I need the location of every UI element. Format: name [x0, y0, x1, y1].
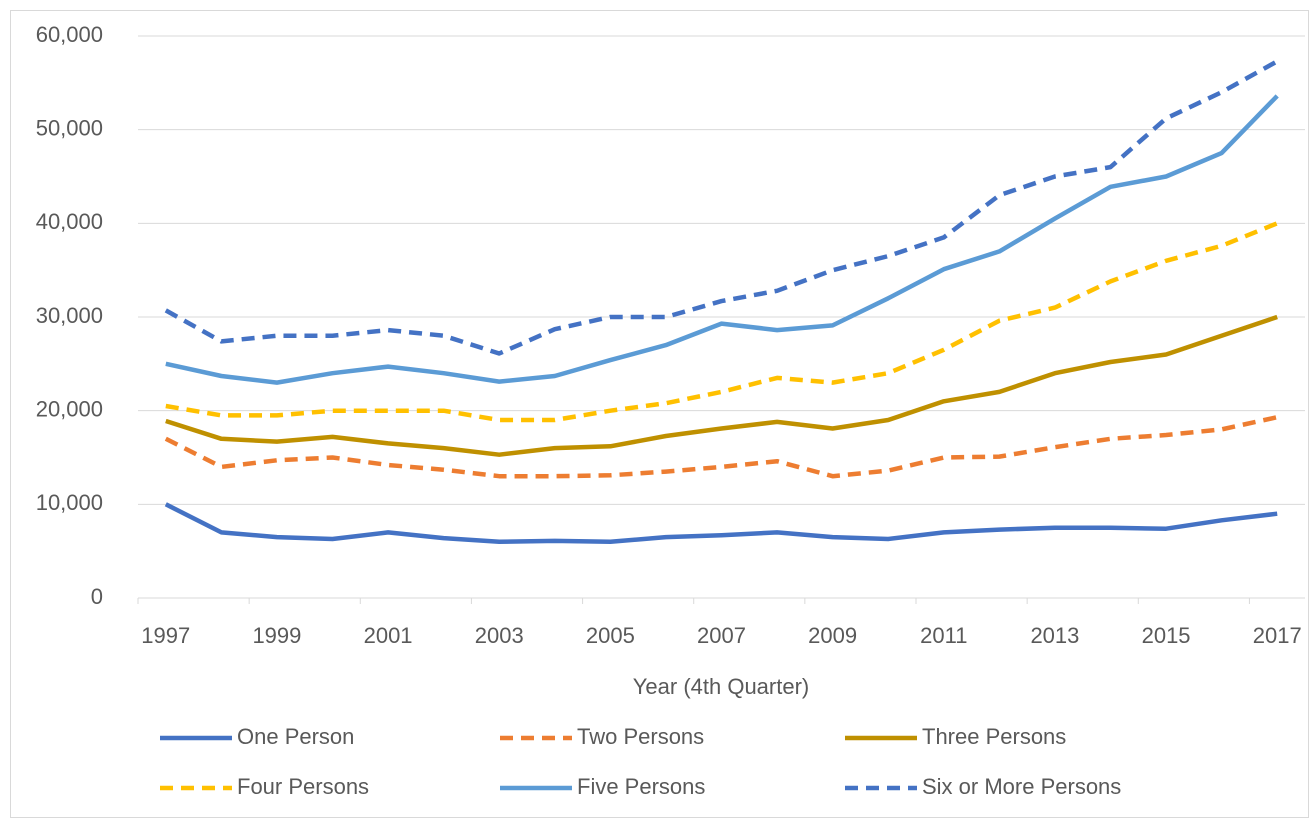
- legend-label: Two Persons: [577, 724, 704, 749]
- y-tick-label: 60,000: [36, 22, 103, 47]
- x-axis-title: Year (4th Quarter): [633, 674, 810, 699]
- legend-label: Four Persons: [237, 774, 369, 799]
- x-tick-label: 2009: [808, 623, 857, 648]
- x-tick-label: 2007: [697, 623, 746, 648]
- y-tick-label: 20,000: [36, 396, 103, 421]
- legend-label: Three Persons: [922, 724, 1066, 749]
- series-line: [165, 221, 1279, 423]
- y-tick-label: 50,000: [36, 115, 103, 140]
- series-line: [164, 415, 1278, 479]
- y-tick-label: 10,000: [36, 490, 103, 515]
- y-tick-label: 0: [91, 584, 103, 609]
- x-tick-label: 2005: [586, 623, 635, 648]
- y-tick-label: 30,000: [36, 303, 103, 328]
- x-tick-label: 2015: [1142, 623, 1191, 648]
- series-line: [164, 502, 1278, 545]
- x-tick-label: 1997: [141, 623, 190, 648]
- x-tick-label: 1999: [252, 623, 301, 648]
- legend-label: Five Persons: [577, 774, 705, 799]
- chart-border: [10, 10, 1309, 818]
- x-tick-label: 2003: [475, 623, 524, 648]
- series-line: [165, 94, 1279, 385]
- x-tick-label: 2013: [1030, 623, 1079, 648]
- x-tick-label: 2011: [920, 623, 967, 648]
- x-tick-label: 2017: [1253, 623, 1302, 648]
- legend-label: One Person: [237, 724, 354, 749]
- series-line: [165, 314, 1278, 457]
- series-line: [164, 59, 1279, 356]
- x-tick-label: 2001: [364, 623, 413, 648]
- legend-label: Six or More Persons: [922, 774, 1121, 799]
- y-tick-label: 40,000: [36, 209, 103, 234]
